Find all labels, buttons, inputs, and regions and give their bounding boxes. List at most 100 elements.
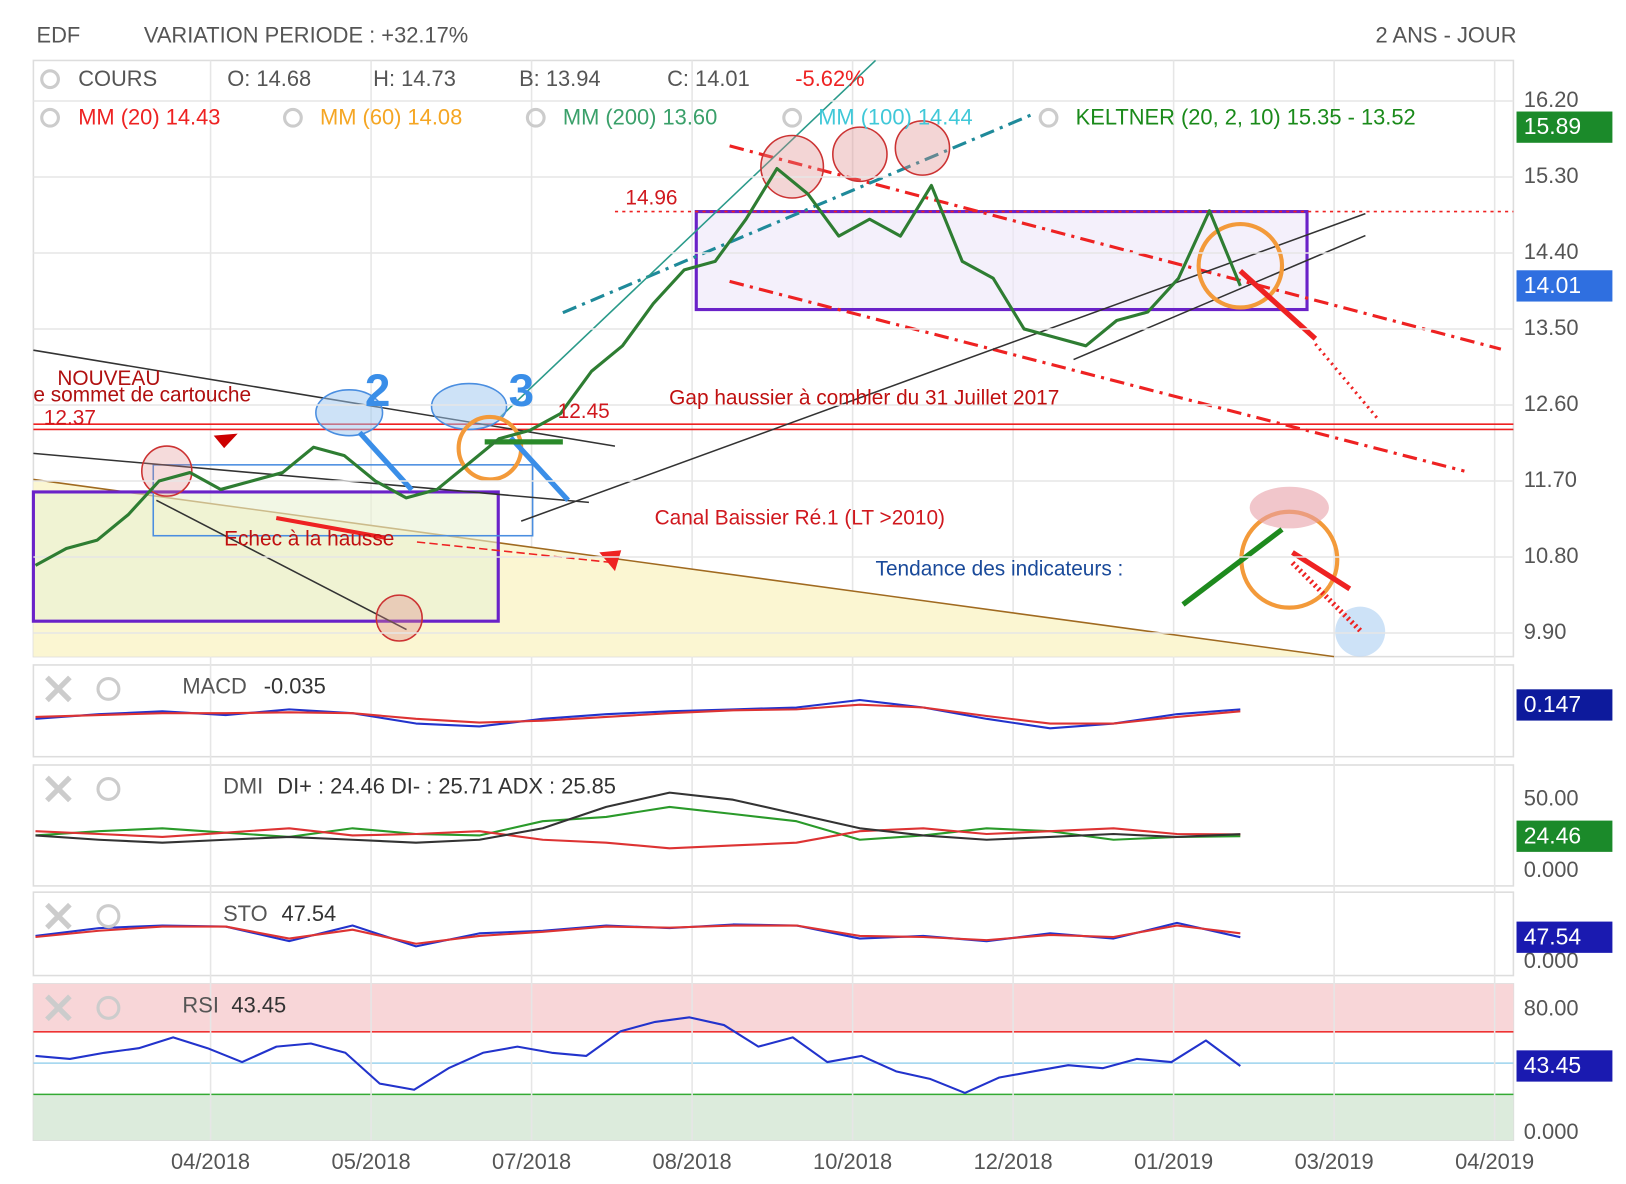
price-line: [34, 166, 1242, 567]
legend-mm200: MM (200) 13.60: [563, 105, 717, 130]
wave-label: 3: [509, 364, 534, 416]
rsi-value: 43.45: [231, 993, 286, 1018]
indicator-line: [35, 698, 1241, 730]
pink-ellipse: [1249, 486, 1329, 529]
y-tick-label: 14.40: [1524, 239, 1579, 264]
x-tick-label: 03/2019: [1295, 1149, 1374, 1174]
price-badge: [1516, 111, 1613, 143]
trend-line: [156, 499, 407, 631]
sto-panel: [32, 891, 1515, 977]
trend-line: [33, 452, 589, 504]
top-circle: [832, 126, 888, 183]
gear-icon[interactable]: [96, 904, 121, 929]
annotation: 14.96: [625, 187, 677, 210]
annotation: Tendance des indicateurs :: [876, 558, 1124, 581]
arrow-head: [213, 433, 238, 449]
gear-icon[interactable]: [525, 107, 546, 128]
dmi-label: DMI: [223, 774, 263, 799]
x-tick-label: 01/2019: [1134, 1149, 1213, 1174]
x-tick-label: 07/2018: [492, 1149, 571, 1174]
close-icon[interactable]: [45, 902, 72, 930]
price-badge: [1516, 921, 1613, 953]
close-icon[interactable]: [45, 775, 72, 803]
legend-mm60: MM (60) 14.08: [320, 105, 462, 130]
symbol: EDF: [37, 22, 81, 47]
panel-icons: [45, 675, 72, 1022]
x-tick-label: 08/2018: [653, 1149, 732, 1174]
y-tick-label: 10.80: [1524, 543, 1579, 568]
price-badge-label: 15.89: [1524, 113, 1581, 139]
top-circle: [141, 445, 193, 497]
gear-icon[interactable]: [782, 107, 803, 128]
y-tick-label: 80.00: [1524, 995, 1579, 1020]
gear-icon[interactable]: [96, 777, 121, 801]
price-badge: [1516, 1050, 1613, 1082]
indicator-line: [35, 1016, 1241, 1094]
legend-keltner: KELTNER (20, 2, 10) 15.35 - 13.52: [1076, 105, 1416, 130]
gear-icon[interactable]: [40, 107, 60, 128]
y-tick-label: 12.60: [1524, 391, 1579, 416]
support-line: [562, 113, 1033, 315]
downtrend-line: [729, 279, 1465, 473]
dmi-value: DI+ : 24.46 DI- : 25.71 ADX : 25.85: [277, 774, 616, 799]
annotation: 12.37: [44, 406, 96, 429]
price-badge: [1516, 689, 1613, 721]
bottom-circle: [375, 594, 423, 642]
price-badge-label: 14.01: [1524, 272, 1581, 298]
arrow: [275, 515, 387, 540]
blue-circle: [1335, 606, 1386, 657]
gear-icon[interactable]: [96, 676, 121, 701]
legend-cours: COURS: [78, 66, 157, 91]
annotation: Echec à la hausse: [224, 527, 394, 550]
rsi-oversold-zone: [33, 1094, 1514, 1141]
annotation: 12.45: [558, 400, 610, 423]
macd-value: -0.035: [264, 674, 326, 699]
y-tick-label: 11.70: [1524, 467, 1577, 492]
sto-value: 47.54: [281, 901, 336, 926]
gear-icon[interactable]: [40, 69, 60, 90]
trend-line: [1073, 234, 1366, 361]
trend-line: [520, 212, 1366, 522]
arrow: [416, 541, 616, 564]
top-circle: [894, 120, 951, 176]
top-circle: [760, 134, 825, 199]
price-badge-label: 0.147: [1524, 691, 1581, 717]
price-badge-label: 47.54: [1524, 923, 1582, 949]
channel-up: [499, 59, 877, 418]
variation: VARIATION PERIODE : +32.17%: [144, 22, 468, 47]
blue-ellipse: [315, 389, 384, 437]
arrow: [1181, 527, 1284, 607]
indicator-line: [35, 924, 1241, 945]
y-tick-label: 15.30: [1524, 163, 1579, 188]
x-tick-label: 12/2018: [974, 1149, 1053, 1174]
annotation: Gap haussier à combler du 31 Juillet 201…: [669, 387, 1059, 410]
dmi-panel: [32, 764, 1515, 887]
arrow-head: [599, 550, 622, 572]
legend-mm100: MM (100) 14.44: [818, 105, 972, 130]
gear-icon[interactable]: [283, 107, 303, 128]
period: 2 ANS - JOUR: [1376, 22, 1517, 47]
close-icon[interactable]: [45, 994, 72, 1022]
price-badge: [1516, 270, 1613, 302]
macd-panel: [32, 664, 1515, 758]
annotation: NOUVEAU: [57, 367, 160, 390]
indicator-line: [35, 791, 1241, 844]
indicator-line: [35, 703, 1241, 725]
legend-open: O: 14.68: [227, 66, 311, 91]
legend-mm20: MM (20) 14.43: [78, 105, 220, 130]
legend-change: -5.62%: [795, 66, 864, 91]
price-badge-label: 43.45: [1524, 1052, 1581, 1078]
legend-high: H: 14.73: [373, 66, 456, 91]
x-tick-label: 10/2018: [813, 1149, 892, 1174]
close-icon[interactable]: [45, 675, 72, 703]
annotation: Canal Baissier Ré.1 (LT >2010): [655, 507, 945, 530]
gear-icon[interactable]: [96, 995, 121, 1020]
gear-icon[interactable]: [1038, 107, 1059, 128]
indicator-line: [35, 827, 1241, 850]
wave-label: 2: [365, 364, 391, 416]
plots: [33, 100, 1514, 1094]
x-tick-label: 04/2019: [1455, 1149, 1534, 1174]
arrow: [508, 435, 570, 503]
